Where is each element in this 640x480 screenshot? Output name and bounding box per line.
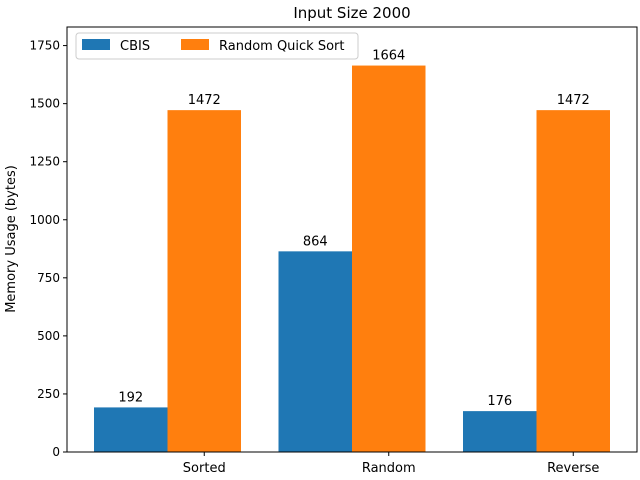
bar-random-quick-sort-reverse bbox=[536, 110, 610, 452]
bar-value-label: 176 bbox=[487, 394, 512, 409]
y-tick-label: 1000 bbox=[29, 213, 60, 227]
y-tick-label: 1250 bbox=[29, 155, 60, 169]
axes-frame bbox=[66, 26, 638, 453]
legend-box bbox=[75, 32, 359, 60]
y-tick-label: 1500 bbox=[29, 97, 60, 111]
y-tick-label: 750 bbox=[37, 271, 60, 285]
bar-cbis-reverse bbox=[463, 411, 537, 452]
y-axis-label: Memory Usage (bytes) bbox=[4, 165, 19, 313]
bar-value-label: 192 bbox=[118, 390, 143, 405]
chart-title: Input Size 2000 bbox=[293, 4, 410, 22]
y-tick-label: 0 bbox=[52, 445, 60, 459]
x-tick-label: Random bbox=[362, 461, 416, 476]
y-tick-label: 500 bbox=[37, 329, 60, 343]
bar-value-label: 864 bbox=[303, 234, 328, 249]
legend-label: CBIS bbox=[120, 39, 150, 54]
legend-swatch-random-quick-sort bbox=[181, 39, 209, 50]
bar-random-quick-sort-sorted bbox=[167, 110, 241, 452]
x-tick-label: Reverse bbox=[547, 461, 599, 476]
bar-random-quick-sort-random bbox=[352, 65, 426, 452]
bar-cbis-random bbox=[278, 251, 352, 452]
plot-area: 0 250 500 750 1000 1250 1500 1750 192 1472 Sorted 8… bbox=[29, 39, 610, 476]
bar-value-label: 1664 bbox=[372, 49, 405, 64]
bar-cbis-sorted bbox=[94, 407, 168, 452]
x-tick-label: Sorted bbox=[183, 461, 226, 476]
y-tick-label: 250 bbox=[37, 387, 60, 401]
bar-value-label: 1472 bbox=[557, 93, 590, 108]
bar-value-label: 1472 bbox=[188, 93, 221, 108]
legend-swatch-cbis bbox=[82, 39, 110, 50]
y-tick-label: 1750 bbox=[29, 39, 60, 53]
legend-label: Random Quick Sort bbox=[219, 39, 345, 54]
legend: CBIS Random Quick Sort bbox=[75, 32, 359, 60]
